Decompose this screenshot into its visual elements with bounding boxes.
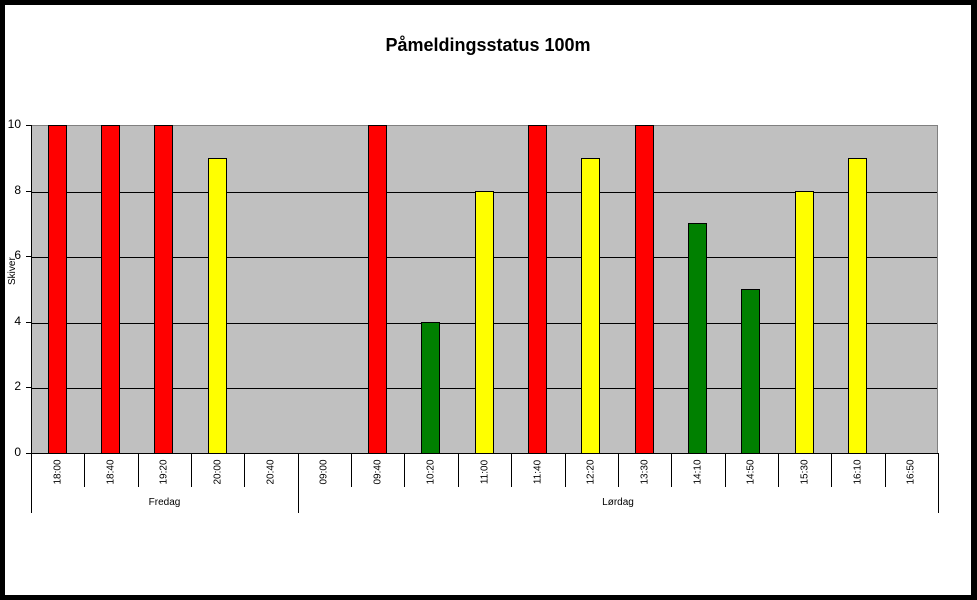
y-tick-mark — [26, 453, 31, 454]
bar-1920 — [154, 125, 173, 454]
x-tick-separator — [244, 454, 245, 487]
bar-1020 — [421, 322, 440, 454]
y-tick-label: 0 — [14, 445, 21, 459]
y-tick-mark — [26, 387, 31, 389]
y-tick-mark — [26, 190, 31, 192]
x-tick-separator — [725, 454, 726, 487]
x-tick-separator — [191, 454, 192, 487]
x-tick-separator — [671, 454, 672, 487]
bar-1330 — [635, 125, 654, 454]
bar-1840 — [101, 125, 120, 454]
bar-1800 — [48, 125, 67, 454]
y-tick-label: 4 — [14, 313, 21, 328]
x-tick-label: 10:20 — [425, 459, 437, 485]
x-tick-label: 14:50 — [745, 459, 757, 485]
group-separator — [298, 454, 299, 513]
x-tick-label: 15:30 — [799, 459, 811, 485]
chart-canvas: Påmeldingsstatus 100m Skiver 0 2 4 6 8 10 18:… — [5, 5, 971, 595]
x-tick-label: 11:40 — [532, 459, 544, 485]
x-tick-label: 12:20 — [585, 459, 597, 485]
bar-1610 — [848, 158, 867, 454]
x-tick-separator — [565, 454, 566, 487]
x-tick-label: 13:30 — [639, 459, 651, 485]
x-tick-separator — [458, 454, 459, 487]
x-tick-separator — [351, 454, 352, 487]
x-tick-separator — [778, 454, 779, 487]
x-tick-label: 11:00 — [479, 459, 491, 485]
y-axis — [31, 125, 32, 513]
x-tick-label: 20:00 — [212, 459, 224, 485]
x-tick-label: 18:40 — [105, 459, 117, 485]
bar-1220 — [581, 158, 600, 454]
x-tick-separator — [511, 454, 512, 487]
x-tick-separator — [404, 454, 405, 487]
y-tick-label: 8 — [14, 182, 21, 197]
y-tick-mark — [26, 321, 31, 323]
y-tick-mark — [26, 256, 31, 258]
bar-1450 — [741, 289, 760, 454]
bar-1140 — [528, 125, 547, 454]
bar-1530 — [795, 191, 814, 454]
x-tick-label: 18:00 — [52, 459, 64, 485]
x-tick-label: 14:10 — [692, 459, 704, 485]
y-tick-label: 6 — [14, 248, 21, 263]
x-tick-label: 09:00 — [318, 459, 330, 485]
bar-0940 — [368, 125, 387, 454]
bar-1100 — [475, 191, 494, 454]
x-tick-label: 09:40 — [372, 459, 384, 485]
y-tick-label: 10 — [7, 117, 21, 131]
x-tick-separator — [138, 454, 139, 487]
x-tick-label: 20:40 — [265, 459, 277, 485]
x-tick-label: 16:50 — [905, 459, 917, 485]
group-label-0: Fredag — [148, 497, 181, 508]
bar-2000 — [208, 158, 227, 454]
x-tick-separator — [885, 454, 886, 487]
y-tick-label: 2 — [14, 379, 21, 394]
x-tick-label: 19:20 — [158, 459, 170, 485]
group-separator — [938, 454, 939, 513]
x-tick-label: 16:10 — [852, 459, 864, 485]
y-tick-mark — [26, 125, 31, 126]
bar-1410 — [688, 223, 707, 454]
group-label-1: Lørdag — [602, 497, 634, 508]
x-tick-separator — [84, 454, 85, 487]
chart-title: Påmeldingsstatus 100m — [385, 35, 591, 55]
x-tick-separator — [618, 454, 619, 487]
x-tick-separator — [831, 454, 832, 487]
